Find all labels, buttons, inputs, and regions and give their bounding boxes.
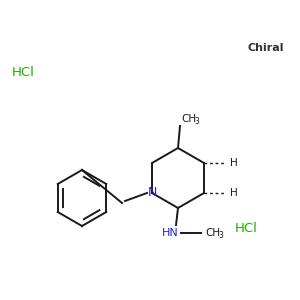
- Text: CH: CH: [205, 228, 220, 238]
- Text: 3: 3: [218, 232, 223, 241]
- Text: Chiral: Chiral: [248, 43, 284, 53]
- Text: HCl: HCl: [12, 65, 35, 79]
- Text: H: H: [230, 188, 238, 198]
- Text: N: N: [147, 187, 157, 200]
- Text: H: H: [230, 158, 238, 168]
- Text: HN: HN: [162, 228, 179, 238]
- Text: 3: 3: [194, 118, 199, 127]
- Text: HCl: HCl: [235, 221, 258, 235]
- Text: CH: CH: [181, 114, 196, 124]
